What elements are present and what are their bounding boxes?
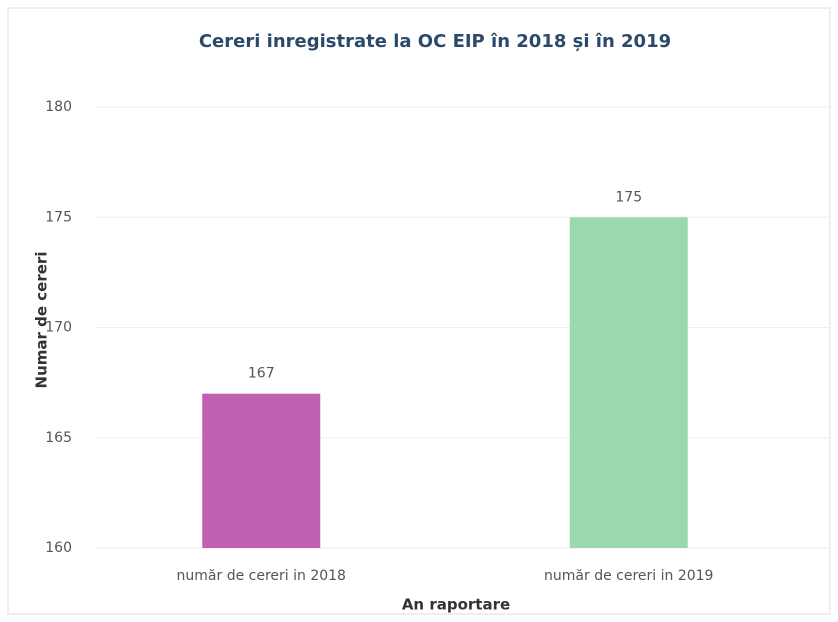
- x-tick-label: număr de cereri in 2019: [544, 568, 713, 584]
- chart-border: [7, 7, 831, 615]
- y-axis-title: Numar de cereri: [33, 252, 51, 389]
- y-tick-label: 170: [45, 320, 72, 336]
- y-tick-label: 165: [45, 430, 72, 446]
- y-tick-label: 160: [45, 540, 72, 556]
- bar: [569, 217, 688, 548]
- x-axis-title: An raportare: [402, 596, 510, 614]
- data-label: 167: [248, 366, 275, 382]
- x-tick-label: număr de cereri in 2018: [177, 568, 346, 584]
- data-label: 175: [615, 189, 642, 205]
- y-tick-label: 180: [45, 99, 72, 115]
- bar: [202, 393, 321, 548]
- y-tick-label: 175: [45, 209, 72, 225]
- chart-title: Cereri inregistrate la OC EIP în 2018 și…: [199, 31, 671, 52]
